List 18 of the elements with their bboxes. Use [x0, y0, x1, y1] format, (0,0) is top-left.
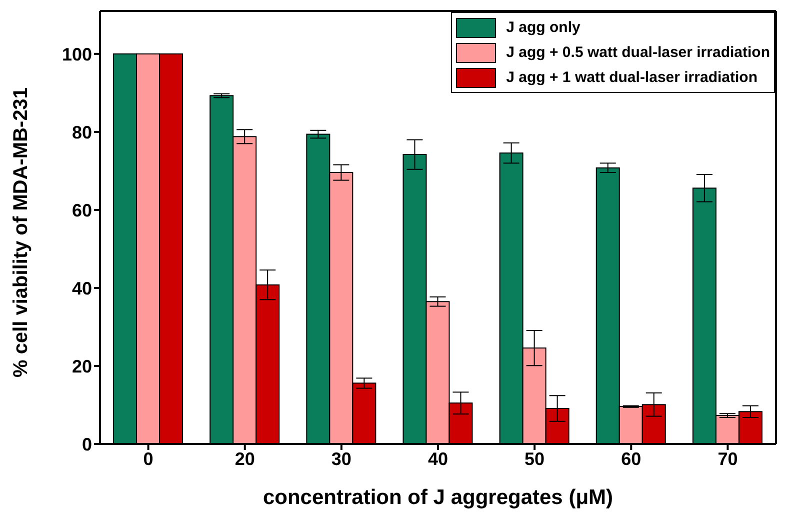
legend-label: J agg + 1 watt dual-laser irradiation: [506, 69, 758, 86]
x-axis-title: concentration of J aggregates (μM): [262, 486, 614, 509]
x-tick-label: 60: [621, 448, 642, 469]
y-tick-label: 20: [72, 356, 92, 376]
y-axis-title: % cell viability of MDA-MB-231: [10, 87, 32, 378]
x-tick-label: 30: [331, 448, 352, 469]
legend-label: J agg + 0.5 watt dual-laser irradiation: [506, 44, 770, 61]
x-tick-label: 70: [718, 448, 738, 469]
x-tick-label: 0: [143, 448, 154, 469]
y-tick-label: 0: [82, 434, 92, 454]
x-tick-label: 50: [524, 448, 545, 469]
x-tick-label: 40: [428, 448, 448, 469]
legend-label: J agg only: [506, 19, 580, 36]
y-tick-label: 100: [62, 44, 92, 64]
y-tick-label: 80: [72, 122, 92, 142]
y-tick-label: 40: [72, 278, 92, 298]
x-tick-label: 20: [234, 448, 255, 469]
y-tick-label: 60: [72, 200, 92, 220]
